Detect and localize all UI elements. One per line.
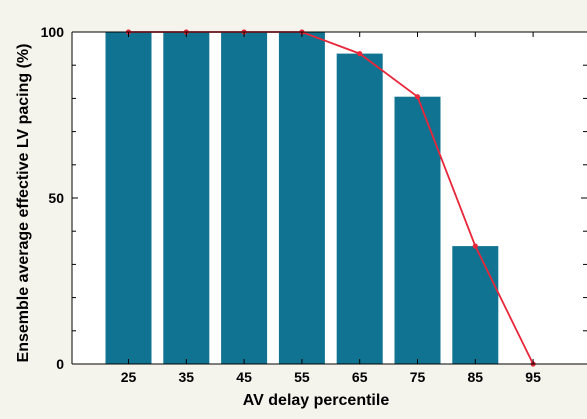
line-point-85 [472,243,478,249]
x-axis-title: AV delay percentile [243,392,390,409]
x-tick-label-75: 75 [410,369,426,385]
bar-65 [336,53,383,364]
bars-group [105,32,499,364]
bar-45 [221,32,268,364]
y-tick-label-0: 0 [56,356,64,372]
axes-group: 0 50 100 25 35 45 55 65 75 85 95 [41,24,587,385]
x-tick-label-55: 55 [294,369,310,385]
x-tick-label-45: 45 [236,369,252,385]
x-tick-label-25: 25 [121,369,137,385]
x-tick-label-65: 65 [352,369,368,385]
y-axis-title: Ensemble average effective LV pacing (%) [15,44,32,363]
x-tick-label-35: 35 [179,369,195,385]
bar-25 [105,32,152,364]
x-tick-label-95: 95 [525,369,541,385]
bar-35 [163,32,210,364]
y-tick-label-50: 50 [48,190,64,206]
y-tick-label-100: 100 [41,24,65,40]
line-point-65 [357,51,363,57]
bar-55 [278,32,325,364]
line-point-75 [414,94,421,100]
bar-85 [452,246,499,364]
x-tick-label-85: 85 [468,369,484,385]
bar-75 [394,96,441,364]
plot-area [72,32,587,364]
